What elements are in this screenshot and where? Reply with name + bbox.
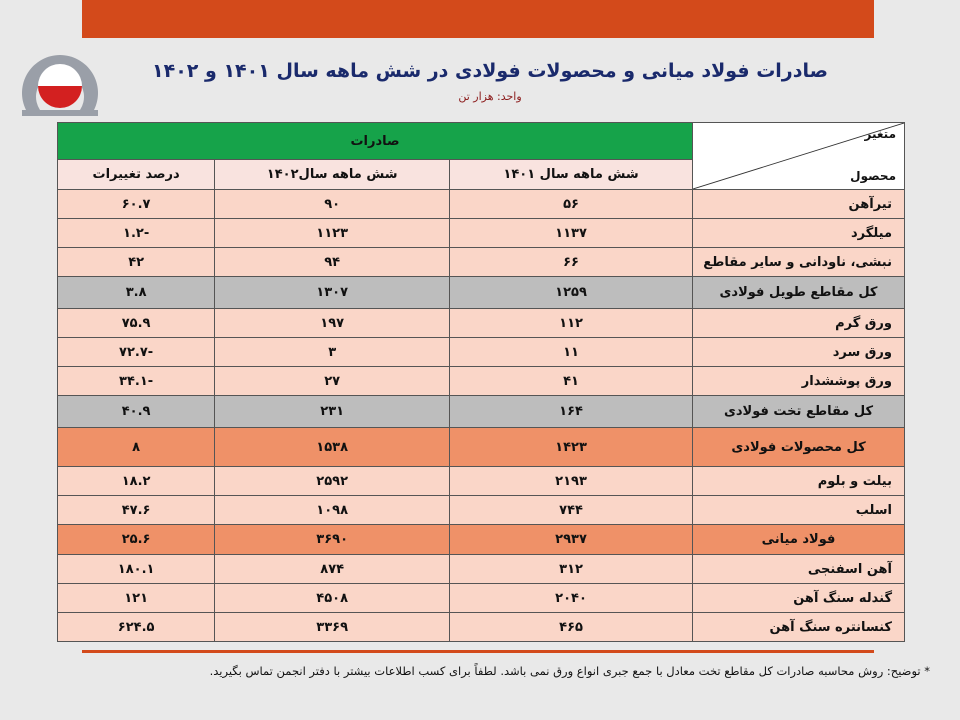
table-row: میلگرد ۱۱۳۷ ۱۱۲۳ -۱.۲ [56,218,905,248]
product-name-cell: ورق پوششدار [692,366,905,396]
change-percent-cell: ۲۵.۶ [56,524,216,555]
value-1401-cell: ۲۰۴۰ [449,583,693,613]
exports-table: متغیر محصول صادرات شش ماهه سال ۱۴۰۱ شش م… [56,122,905,642]
column-header-1401: شش ماهه سال ۱۴۰۱ [449,159,693,190]
product-name-cell: فولاد میانی [692,524,905,555]
change-percent-cell: -۱.۲ [56,218,216,248]
product-name-cell: اسلب [692,495,905,525]
value-1402-cell: ۱۵۳۸ [214,427,451,467]
change-percent-cell: ۴۷.۶ [56,495,216,525]
corner-header-cell: متغیر محصول [692,122,905,190]
product-name-cell: کل مقاطع تخت فولادی [692,395,905,428]
column-header-change: درصد تغییرات [56,159,216,190]
table-row: ورق پوششدار ۴۱ ۲۷ -۳۴.۱ [56,366,905,396]
value-1402-cell: ۹۴ [214,247,451,277]
value-1402-cell: ۱۳۰۷ [214,276,451,309]
change-percent-cell: ۶۲۴.۵ [56,612,216,642]
value-1401-cell: ۲۱۹۳ [449,466,693,496]
product-name-cell: ورق گرم [692,308,905,338]
table-row: اسلب ۷۴۴ ۱۰۹۸ ۴۷.۶ [56,495,905,525]
value-1401-cell: ۶۶ [449,247,693,277]
table-row: نبشی، ناودانی و سایر مقاطع ۶۶ ۹۴ ۴۲ [56,247,905,277]
page-title: صادرات فولاد میانی و محصولات فولادی در ش… [152,60,828,82]
value-1401-cell: ۷۴۴ [449,495,693,525]
product-name-cell: آهن اسفنجی [692,554,905,584]
value-1401-cell: ۵۶ [449,189,693,219]
change-percent-cell: ۱۸۰.۱ [56,554,216,584]
value-1401-cell: ۱۱۳۷ [449,218,693,248]
column-header-1402: شش ماهه سال۱۴۰۲ [214,159,451,190]
product-name-cell: کل محصولات فولادی [692,427,905,467]
value-1401-cell: ۴۱ [449,366,693,396]
product-name-cell: گندله سنگ آهن [692,583,905,613]
change-percent-cell: ۶۰.۷ [56,189,216,219]
value-1402-cell: ۲۷ [214,366,451,396]
value-1402-cell: ۸۷۴ [214,554,451,584]
value-1402-cell: ۳۳۶۹ [214,612,451,642]
value-1402-cell: ۳۶۹۰ [214,524,451,555]
unit-label: واحد: هزار تن [458,90,522,103]
change-percent-cell: ۴۰.۹ [56,395,216,428]
product-name-cell: تیرآهن [692,189,905,219]
value-1402-cell: ۲۳۱ [214,395,451,428]
change-percent-cell: ۱۸.۲ [56,466,216,496]
value-1401-cell: ۳۱۲ [449,554,693,584]
association-logo [18,44,102,118]
divider-line [82,650,874,653]
table-row: کنسانتره سنگ آهن ۴۶۵ ۳۳۶۹ ۶۲۴.۵ [56,612,905,642]
value-1402-cell: ۳ [214,337,451,367]
top-accent-bar [82,0,874,38]
value-1401-cell: ۴۶۵ [449,612,693,642]
group-header-exports: صادرات [57,122,693,160]
value-1402-cell: ۴۵۰۸ [214,583,451,613]
value-1401-cell: ۱۱۲ [449,308,693,338]
table-row: ورق گرم ۱۱۲ ۱۹۷ ۷۵.۹ [56,308,905,338]
change-percent-cell: ۷۵.۹ [56,308,216,338]
value-1402-cell: ۱۹۷ [214,308,451,338]
change-percent-cell: ۴۲ [56,247,216,277]
table-row: گندله سنگ آهن ۲۰۴۰ ۴۵۰۸ ۱۲۱ [56,583,905,613]
change-percent-cell: ۸ [56,427,216,467]
product-name-cell: بیلت و بلوم [692,466,905,496]
product-name-cell: ورق سرد [692,337,905,367]
product-name-cell: نبشی، ناودانی و سایر مقاطع [692,247,905,277]
table-row: تیرآهن ۵۶ ۹۰ ۶۰.۷ [56,189,905,219]
table-row: کل مقاطع طویل فولادی ۱۲۵۹ ۱۳۰۷ ۳.۸ [56,276,905,309]
value-1401-cell: ۱۴۲۳ [449,427,693,467]
table-row: بیلت و بلوم ۲۱۹۳ ۲۵۹۲ ۱۸.۲ [56,466,905,496]
product-name-cell: میلگرد [692,218,905,248]
product-name-cell: کل مقاطع طویل فولادی [692,276,905,309]
table-row: فولاد میانی ۲۹۳۷ ۳۶۹۰ ۲۵.۶ [56,524,905,555]
value-1401-cell: ۱۶۴ [449,395,693,428]
value-1402-cell: ۱۰۹۸ [214,495,451,525]
value-1402-cell: ۹۰ [214,189,451,219]
corner-variable-label: متغیر [864,127,896,141]
change-percent-cell: -۷۲.۷ [56,337,216,367]
product-name-cell: کنسانتره سنگ آهن [692,612,905,642]
value-1402-cell: ۱۱۲۳ [214,218,451,248]
table-row: آهن اسفنجی ۳۱۲ ۸۷۴ ۱۸۰.۱ [56,554,905,584]
footnote: * توضیح: روش محاسبه صادرات کل مقاطع تخت … [209,664,930,678]
table-row: کل محصولات فولادی ۱۴۲۳ ۱۵۳۸ ۸ [56,427,905,467]
change-percent-cell: ۳.۸ [56,276,216,309]
value-1401-cell: ۲۹۳۷ [449,524,693,555]
value-1401-cell: ۱۲۵۹ [449,276,693,309]
change-percent-cell: ۱۲۱ [56,583,216,613]
table-row: کل مقاطع تخت فولادی ۱۶۴ ۲۳۱ ۴۰.۹ [56,395,905,428]
corner-product-label: محصول [850,169,896,183]
change-percent-cell: -۳۴.۱ [56,366,216,396]
value-1401-cell: ۱۱ [449,337,693,367]
value-1402-cell: ۲۵۹۲ [214,466,451,496]
table-row: ورق سرد ۱۱ ۳ -۷۲.۷ [56,337,905,367]
